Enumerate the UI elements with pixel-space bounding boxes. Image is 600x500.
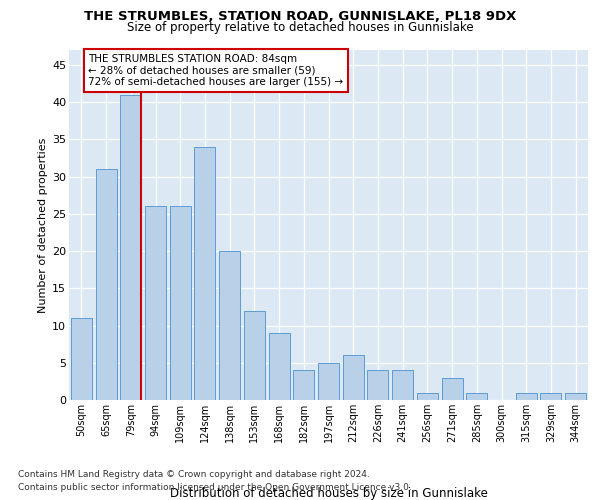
Bar (95, 169, 116, 400)
Bar (417, 392, 438, 400)
Bar (244, 310, 265, 400)
Bar (145, 206, 166, 400)
Bar (194, 147, 215, 400)
Text: THE STRUMBLES, STATION ROAD, GUNNISLAKE, PL18 9DX: THE STRUMBLES, STATION ROAD, GUNNISLAKE,… (84, 10, 516, 23)
Bar (565, 392, 586, 400)
Bar (318, 363, 339, 400)
Bar (71, 318, 92, 400)
Bar (442, 378, 463, 400)
Text: Contains HM Land Registry data © Crown copyright and database right 2024.: Contains HM Land Registry data © Crown c… (18, 470, 370, 479)
Text: THE STRUMBLES STATION ROAD: 84sqm
← 28% of detached houses are smaller (59)
72% : THE STRUMBLES STATION ROAD: 84sqm ← 28% … (88, 54, 343, 87)
Bar (466, 392, 487, 400)
X-axis label: Distribution of detached houses by size in Gunnislake: Distribution of detached houses by size … (170, 486, 487, 500)
Text: Contains public sector information licensed under the Open Government Licence v3: Contains public sector information licen… (18, 484, 412, 492)
Bar (516, 392, 537, 400)
Bar (367, 370, 388, 400)
Bar (392, 370, 413, 400)
Bar (541, 392, 562, 400)
Text: Size of property relative to detached houses in Gunnislake: Size of property relative to detached ho… (127, 21, 473, 34)
Bar (219, 251, 240, 400)
Bar (343, 356, 364, 400)
Y-axis label: Number of detached properties: Number of detached properties (38, 138, 48, 312)
Bar (269, 333, 290, 400)
Bar (120, 94, 141, 400)
Bar (293, 370, 314, 400)
Bar (170, 206, 191, 400)
